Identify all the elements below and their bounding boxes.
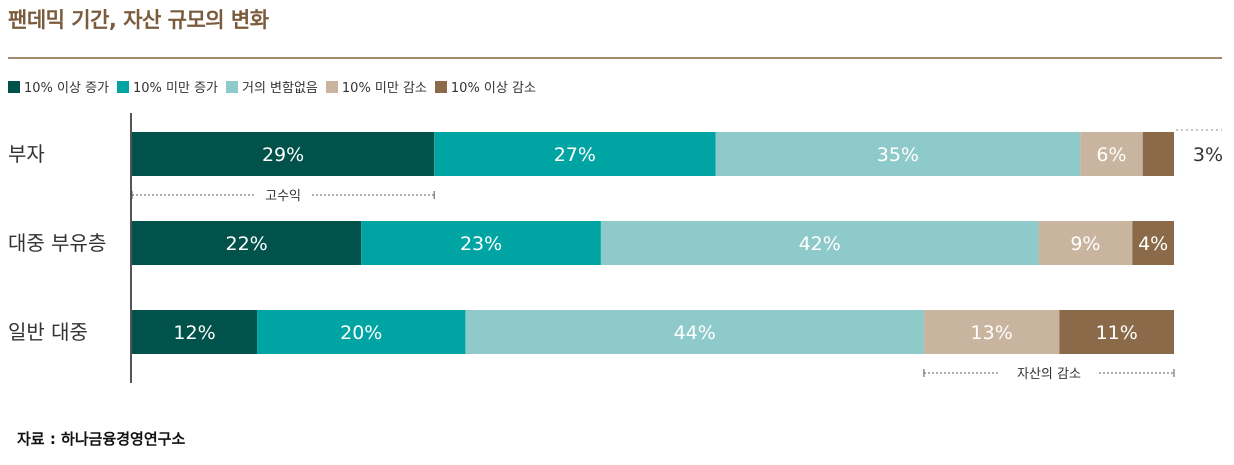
- legend-item: 10% 미만 증가: [117, 77, 218, 96]
- data-label: 11%: [1096, 322, 1138, 344]
- category-label: 대중 부유층: [8, 231, 106, 255]
- bar-segment: [923, 310, 1060, 354]
- legend-item: 10% 미만 감소: [325, 77, 427, 96]
- legend-item: 10% 이상 증가: [8, 77, 109, 96]
- legend-swatch: [8, 80, 20, 93]
- data-label: 3%: [1193, 144, 1223, 166]
- data-label: 42%: [799, 233, 841, 255]
- legend-label: 10% 미만 증가: [133, 81, 218, 96]
- source-note: 자료 : 하나금융경영연구소: [17, 430, 186, 448]
- data-label: 35%: [877, 144, 919, 166]
- legend-item: 10% 이상 감소: [434, 77, 536, 96]
- annotation-label: 고수익: [265, 189, 301, 204]
- legend-label: 10% 이상 감소: [450, 81, 536, 96]
- data-label: 27%: [554, 144, 596, 166]
- data-label: 22%: [226, 233, 268, 255]
- bar-segment: [1038, 221, 1133, 265]
- bar-segment: [1059, 310, 1174, 354]
- legend-label: 10% 이상 증가: [24, 81, 109, 96]
- data-label: 13%: [971, 322, 1013, 344]
- bar-segment: [434, 132, 716, 176]
- data-label: 23%: [460, 233, 502, 255]
- data-label: 29%: [262, 144, 304, 166]
- bar-segment: [465, 310, 924, 354]
- data-label: 12%: [173, 322, 215, 344]
- chart-title: 팬데믹 기간, 자산 규모의 변화: [8, 8, 269, 32]
- data-label: 9%: [1070, 233, 1100, 255]
- annotation-label: 자산의 감소: [1017, 367, 1081, 382]
- bar-segment: [132, 132, 435, 176]
- data-label: 44%: [674, 322, 716, 344]
- legend-swatch: [226, 80, 238, 93]
- legend-label: 10% 미만 감소: [341, 81, 427, 96]
- data-label: 6%: [1096, 144, 1126, 166]
- bar-segment: [1080, 132, 1143, 176]
- legend-label: 거의 변함없음: [242, 81, 318, 96]
- legend-swatch: [117, 80, 129, 93]
- bar-segment: [1142, 132, 1174, 176]
- title-divider: [8, 57, 1222, 59]
- bar-segment: [257, 310, 466, 354]
- legend-swatch: [325, 80, 338, 93]
- bar-segment: [715, 132, 1081, 176]
- bar-segment: [132, 310, 258, 354]
- bar-segment: [600, 221, 1039, 265]
- data-label: 20%: [340, 322, 382, 344]
- legend-swatch: [434, 80, 447, 93]
- bar-segment: [132, 221, 362, 265]
- bar-segment: [361, 221, 601, 265]
- bar-segment: [1132, 221, 1174, 265]
- legend-item: 거의 변함없음: [226, 77, 318, 96]
- category-label: 일반 대중: [8, 320, 88, 344]
- category-label: 부자: [8, 142, 45, 166]
- chart-legend: 10% 이상 증가 10% 미만 증가 거의 변함없음 10% 미만 감소 10% 이상…: [8, 77, 544, 96]
- data-label: 4%: [1138, 233, 1168, 255]
